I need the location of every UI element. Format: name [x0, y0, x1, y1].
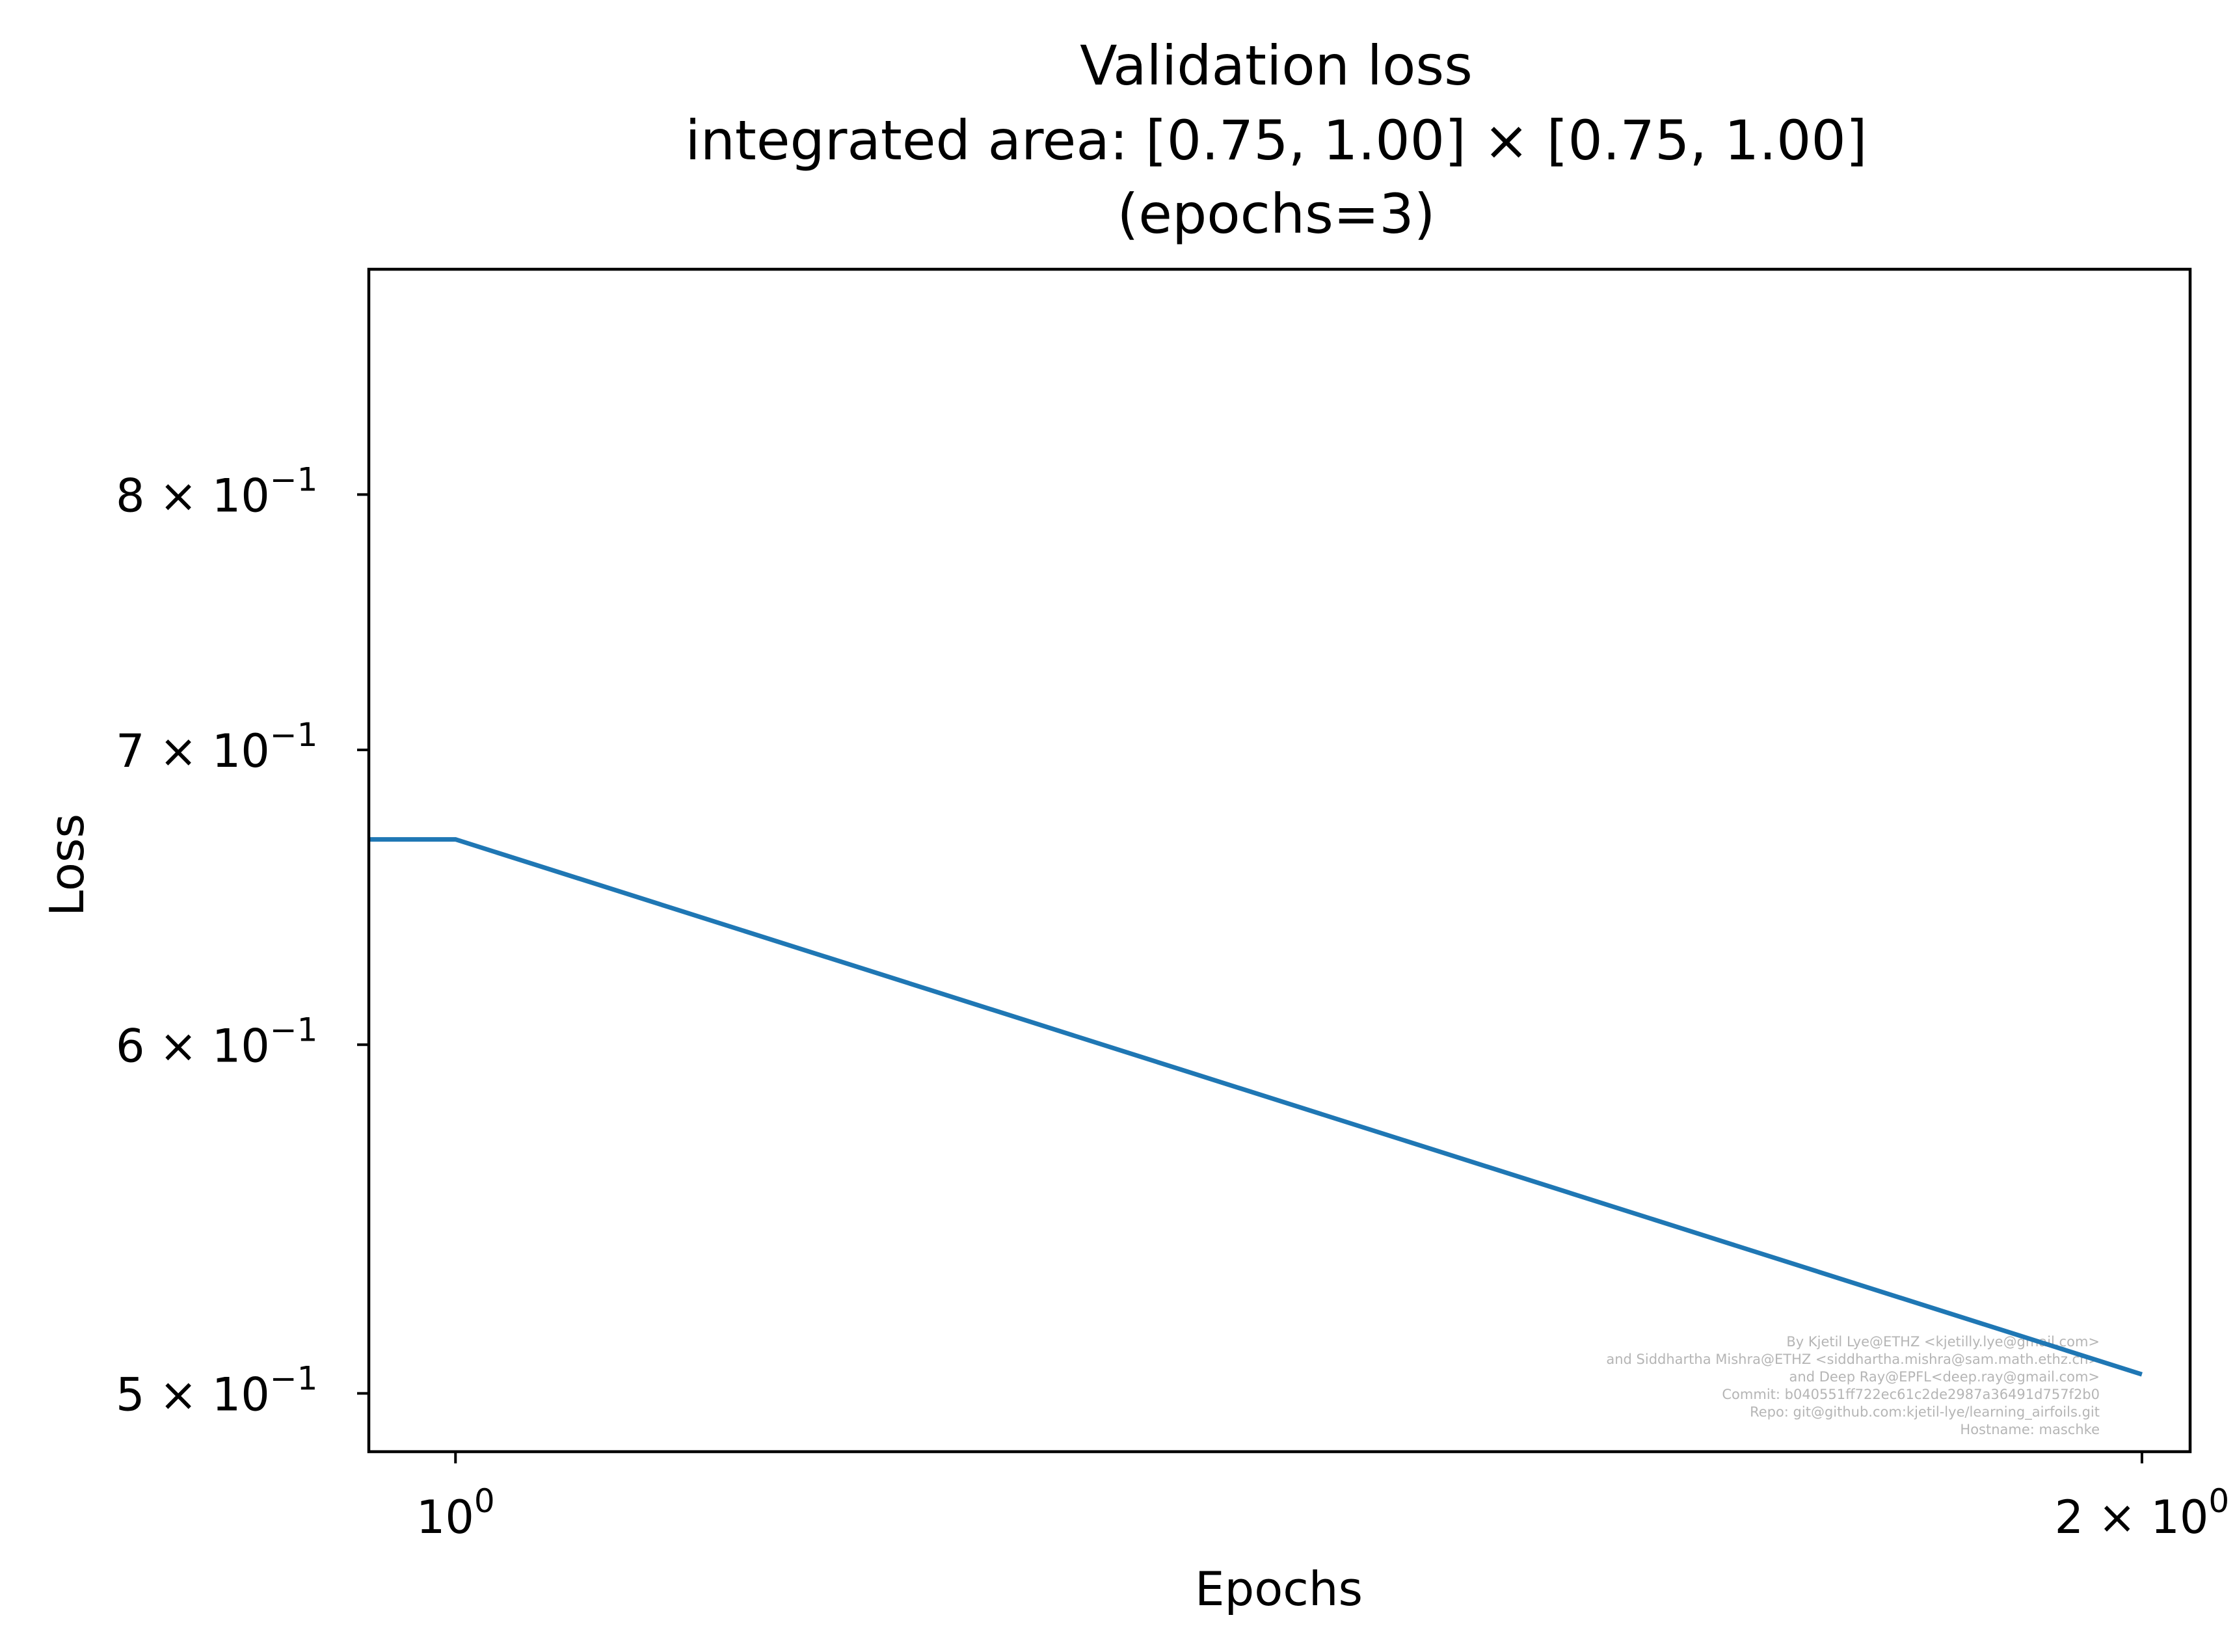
watermark-line-5: Hostname: maschke — [1960, 1422, 2100, 1437]
y-tick-label-3: 5 × 10−1 — [116, 1359, 317, 1421]
y-axis-label: Loss — [40, 814, 94, 916]
y-tick-label-1: 7 × 10−1 — [116, 716, 317, 778]
x-axis-ticks: 100 2 × 100 — [416, 1452, 2229, 1544]
watermark-line-0: By Kjetil Lye@ETHZ <kjetilly.lye@gmail.c… — [1786, 1334, 2100, 1350]
y-tick-label-0: 8 × 10−1 — [116, 460, 317, 522]
plot-frame — [367, 267, 2192, 1454]
watermark-line-3: Commit: b040551ff722ec61c2de2987a36491d7… — [1722, 1387, 2100, 1402]
title-line-3: (epochs=3) — [1118, 182, 1436, 246]
x-tick-label-0: 100 — [416, 1482, 495, 1544]
y-tick-label-2: 6 × 10−1 — [116, 1011, 317, 1072]
y-axis-ticks: 8 × 10−1 7 × 10−1 6 × 10−1 5 × 10−1 — [116, 460, 369, 1421]
title-line-1: Validation loss — [1080, 34, 1473, 98]
series-line-0 — [369, 837, 2143, 1377]
watermark-line-4: Repo: git@github.com:kjetil-lye/learning… — [1750, 1404, 2100, 1420]
x-tick-label-1: 2 × 100 — [2055, 1482, 2230, 1544]
title-line-2: integrated area: [0.75, 1.00] × [0.75, 1… — [685, 109, 1867, 172]
series-layer — [369, 837, 2143, 1377]
x-axis-label: Epochs — [1195, 1562, 1363, 1616]
watermark-line-1: and Siddhartha Mishra@ETHZ <siddhartha.m… — [1606, 1352, 2100, 1367]
watermark: By Kjetil Lye@ETHZ <kjetilly.lye@gmail.c… — [1606, 1334, 2100, 1437]
chart-title: Validation loss integrated area: [0.75, … — [685, 34, 1867, 246]
watermark-line-2: and Deep Ray@EPFL<deep.ray@gmail.com> — [1789, 1369, 2100, 1385]
